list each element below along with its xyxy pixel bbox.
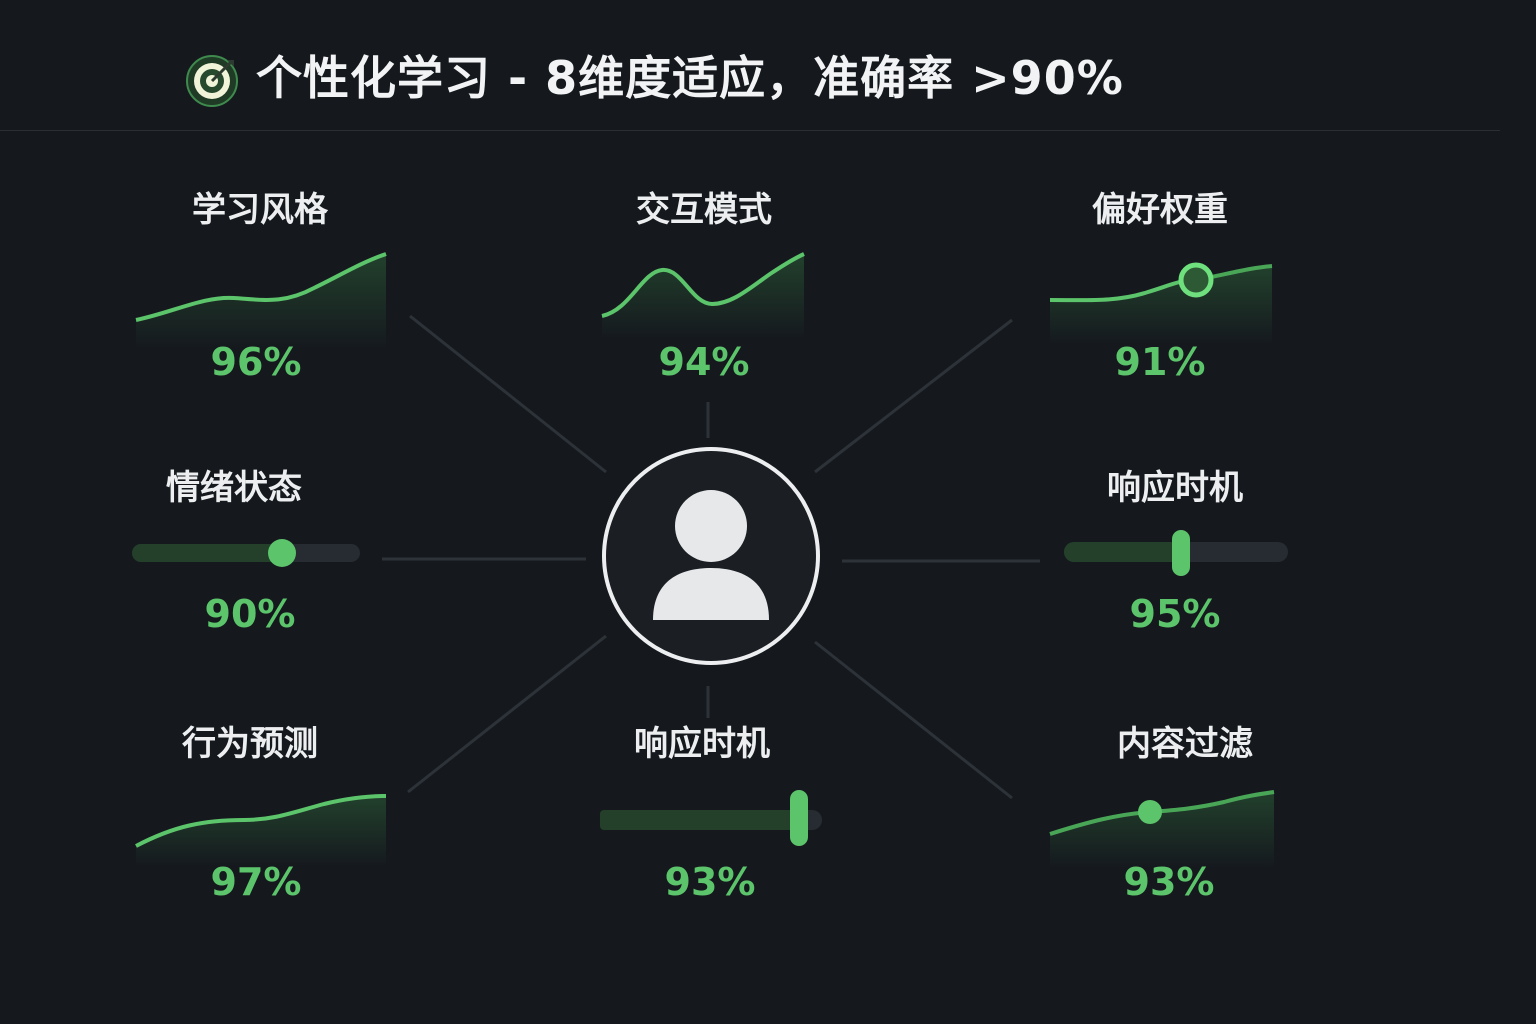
- filter-line-chart: [1049, 790, 1275, 868]
- timing-slider[interactable]: [1062, 528, 1290, 578]
- dimension-value: 97%: [210, 860, 302, 904]
- trend-line-chart: [135, 794, 387, 866]
- dimension-label: 行为预测: [182, 724, 318, 764]
- weight-line-chart: [1049, 262, 1273, 344]
- dimension-label: 响应时机: [1107, 468, 1243, 508]
- wave-chart: [601, 252, 805, 338]
- dimension-label: 偏好权重: [1092, 190, 1228, 230]
- dimension-value: 96%: [210, 340, 302, 384]
- dimension-label: 内容过滤: [1117, 724, 1253, 764]
- slider-thumb: [268, 539, 296, 567]
- dimension-value: 94%: [658, 340, 750, 384]
- filter-marker: [1138, 800, 1162, 824]
- dimension-label: 响应时机: [634, 724, 770, 764]
- header-divider: [0, 130, 1500, 131]
- slider-handle: [1172, 530, 1190, 576]
- dimension-value: 91%: [1114, 340, 1206, 384]
- dimension-learning-style[interactable]: 学习风格 96%: [130, 178, 390, 398]
- header: 个性化学习 - 8维度适应，准确率 >90%: [0, 0, 1536, 132]
- dimension-label: 情绪状态: [166, 468, 302, 508]
- dimension-behavior-prediction[interactable]: 行为预测 97%: [130, 712, 390, 922]
- dimension-value: 93%: [664, 860, 756, 904]
- progress-handle: [790, 790, 808, 846]
- emotion-slider[interactable]: [130, 536, 362, 570]
- dimension-label: 交互模式: [636, 190, 772, 230]
- dimension-preference-weight[interactable]: 偏好权重 91%: [1046, 178, 1274, 398]
- user-avatar-icon[interactable]: [601, 442, 821, 670]
- dimension-value: 93%: [1123, 860, 1215, 904]
- target-icon: [186, 55, 238, 107]
- dimension-interaction-mode[interactable]: 交互模式 94%: [598, 178, 810, 398]
- page-title: 个性化学习 - 8维度适应，准确率 >90%: [256, 51, 1124, 105]
- dimension-value: 90%: [204, 592, 296, 636]
- timing-progress-bar[interactable]: [598, 788, 824, 848]
- weight-marker: [1178, 262, 1214, 298]
- dimension-content-filter[interactable]: 内容过滤 93%: [1046, 712, 1276, 922]
- dimension-value: 95%: [1129, 592, 1221, 636]
- trend-line-chart: [135, 252, 387, 348]
- dimension-response-timing-progress[interactable]: 响应时机 93%: [596, 712, 824, 922]
- dimension-emotional-state[interactable]: 情绪状态 90%: [128, 456, 364, 646]
- dimension-response-timing[interactable]: 响应时机 95%: [1060, 456, 1290, 646]
- dimension-label: 学习风格: [192, 190, 328, 230]
